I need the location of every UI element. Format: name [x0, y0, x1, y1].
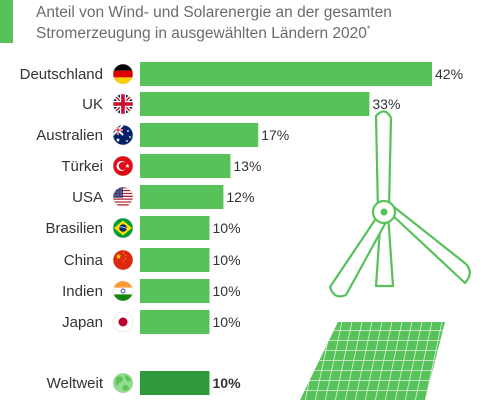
- bar: [140, 248, 210, 272]
- bar: [140, 371, 210, 395]
- value-label: 12%: [226, 189, 254, 205]
- value-label: 10%: [213, 283, 241, 299]
- category-label: Japan: [62, 314, 103, 331]
- category-label: Deutschland: [20, 66, 103, 83]
- germany-flag-icon: [112, 63, 134, 85]
- bar: [140, 62, 432, 86]
- bar: [140, 310, 210, 334]
- bar: [140, 279, 210, 303]
- category-label: Australien: [36, 127, 103, 144]
- category-label: Indien: [62, 283, 103, 300]
- usa-flag-icon: [112, 186, 134, 208]
- bar: [140, 216, 210, 240]
- value-label: 10%: [213, 314, 241, 330]
- india-flag-icon: [112, 280, 134, 302]
- brazil-flag-icon: [112, 217, 134, 239]
- category-label: Weltweit: [47, 375, 104, 392]
- value-label: 10%: [213, 220, 241, 236]
- category-label: Türkei: [61, 158, 103, 175]
- value-label: 42%: [435, 66, 463, 82]
- japan-flag-icon: [112, 311, 134, 333]
- value-label: 10%: [213, 252, 241, 268]
- category-label: China: [64, 252, 104, 269]
- accent-bar: [0, 0, 13, 43]
- value-label: 10%: [213, 375, 242, 391]
- value-label: 13%: [233, 158, 261, 174]
- bar: [140, 154, 231, 178]
- solar-panel-icon: [300, 322, 445, 400]
- wind-turbine-icon: [328, 110, 471, 298]
- category-label: USA: [72, 189, 103, 206]
- renewable-energy-illustration: [300, 110, 471, 400]
- uk-flag-icon: [112, 93, 134, 115]
- value-label: 17%: [261, 127, 289, 143]
- title-footnote-marker: *: [366, 23, 371, 34]
- globe-icon: [112, 372, 134, 394]
- china-flag-icon: [112, 249, 134, 271]
- bar: [140, 185, 224, 209]
- category-label: Brasilien: [45, 220, 103, 237]
- chart-title: Anteil von Wind- und Solarenergie an der…: [36, 2, 476, 44]
- turkey-flag-icon: [112, 155, 134, 177]
- title-text: Anteil von Wind- und Solarenergie an der…: [36, 4, 392, 42]
- category-label: UK: [82, 96, 103, 113]
- bar: [140, 92, 370, 116]
- australia-flag-icon: [112, 124, 134, 146]
- bar: [140, 123, 259, 147]
- value-label: 33%: [372, 96, 400, 112]
